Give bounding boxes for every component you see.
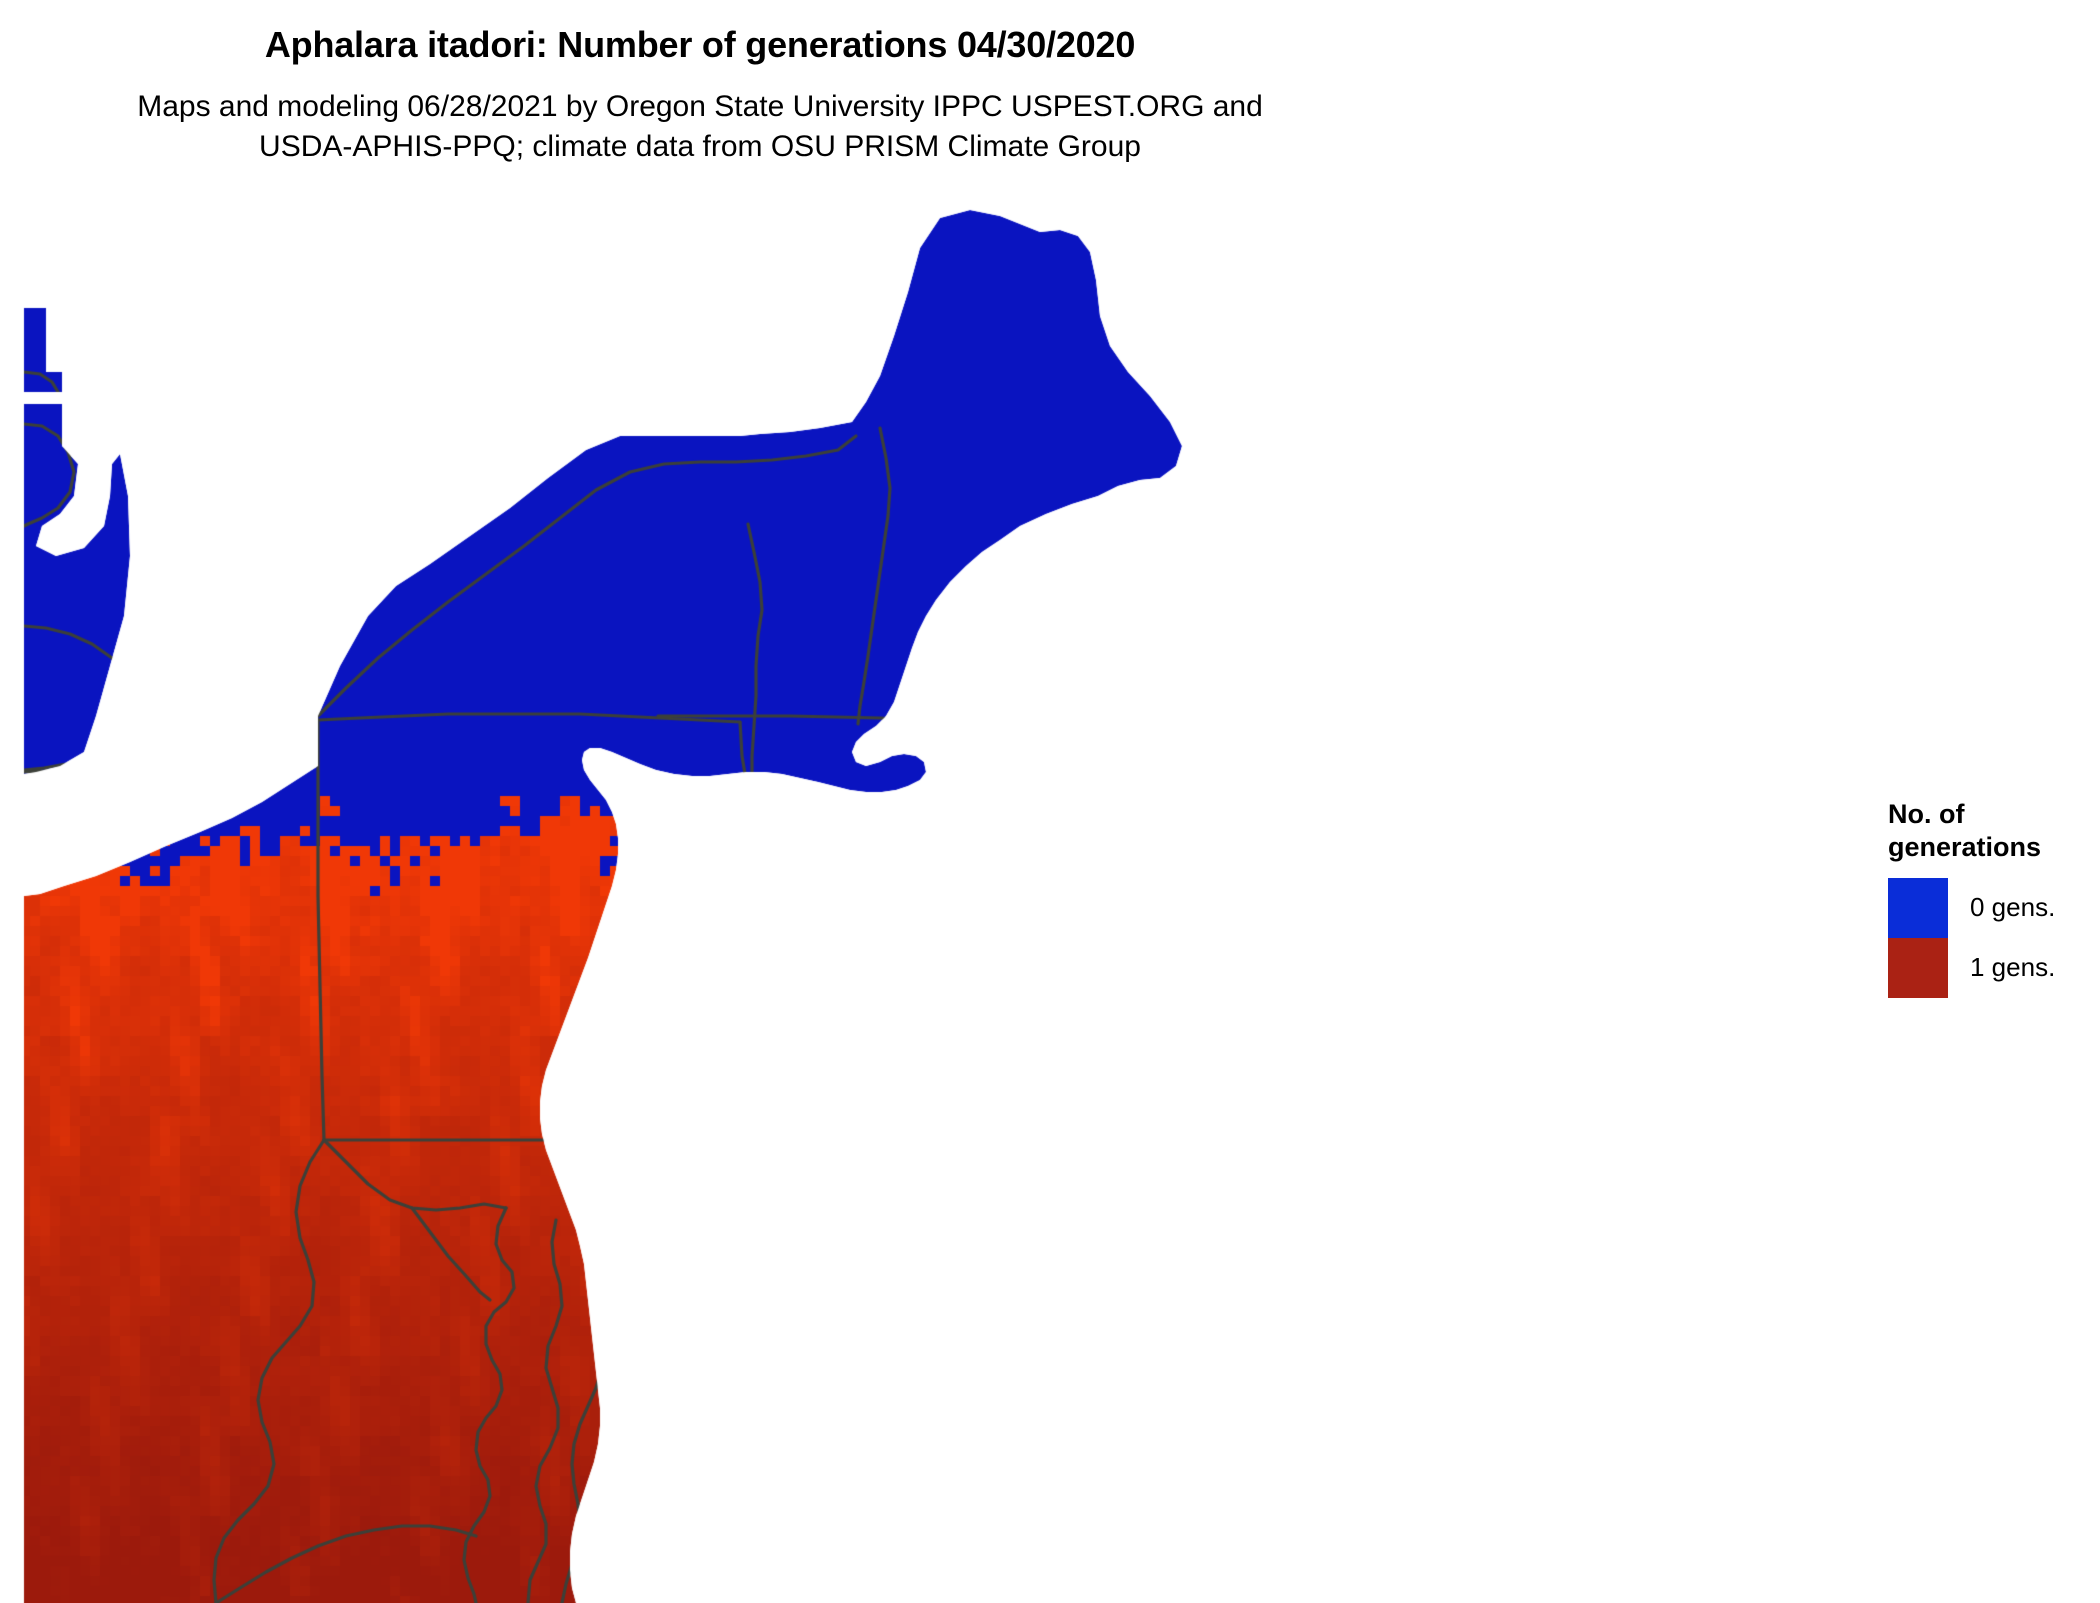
legend-item-1-gens[interactable]: 1 gens. bbox=[1888, 937, 2088, 998]
map-subtitle-line-1: Maps and modeling 06/28/2021 by Oregon S… bbox=[137, 90, 1263, 124]
legend-title-line-1: No. of bbox=[1888, 799, 1965, 829]
page-title: Aphalara itadori: Number of generations … bbox=[264, 24, 1136, 65]
map-subtitle: Maps and modeling 06/28/2021 by Oregon S… bbox=[0, 87, 1400, 167]
legend-title: No. of generations bbox=[1888, 798, 2088, 864]
legend-color-chip-red bbox=[1888, 937, 1948, 998]
map-panel[interactable] bbox=[0, 196, 1220, 1603]
map-subtitle-line-2: USDA-APHIS-PPQ; climate data from OSU PR… bbox=[259, 130, 1141, 164]
legend-item-0-gens[interactable]: 0 gens. bbox=[1888, 877, 2088, 938]
legend-title-line-2: generations bbox=[1888, 831, 2042, 862]
legend-label-0-gens: 0 gens. bbox=[1970, 892, 2056, 923]
generations-raster-map[interactable] bbox=[0, 196, 1220, 1603]
legend-color-chip-blue bbox=[1888, 877, 1948, 938]
legend: No. of generations 0 gens. 1 gens. bbox=[1888, 798, 2088, 998]
legend-label-1-gens: 1 gens. bbox=[1970, 952, 2056, 983]
legend-swatches: 0 gens. 1 gens. bbox=[1888, 877, 2088, 998]
title-block: Aphalara itadori: Number of generations … bbox=[0, 0, 1400, 167]
